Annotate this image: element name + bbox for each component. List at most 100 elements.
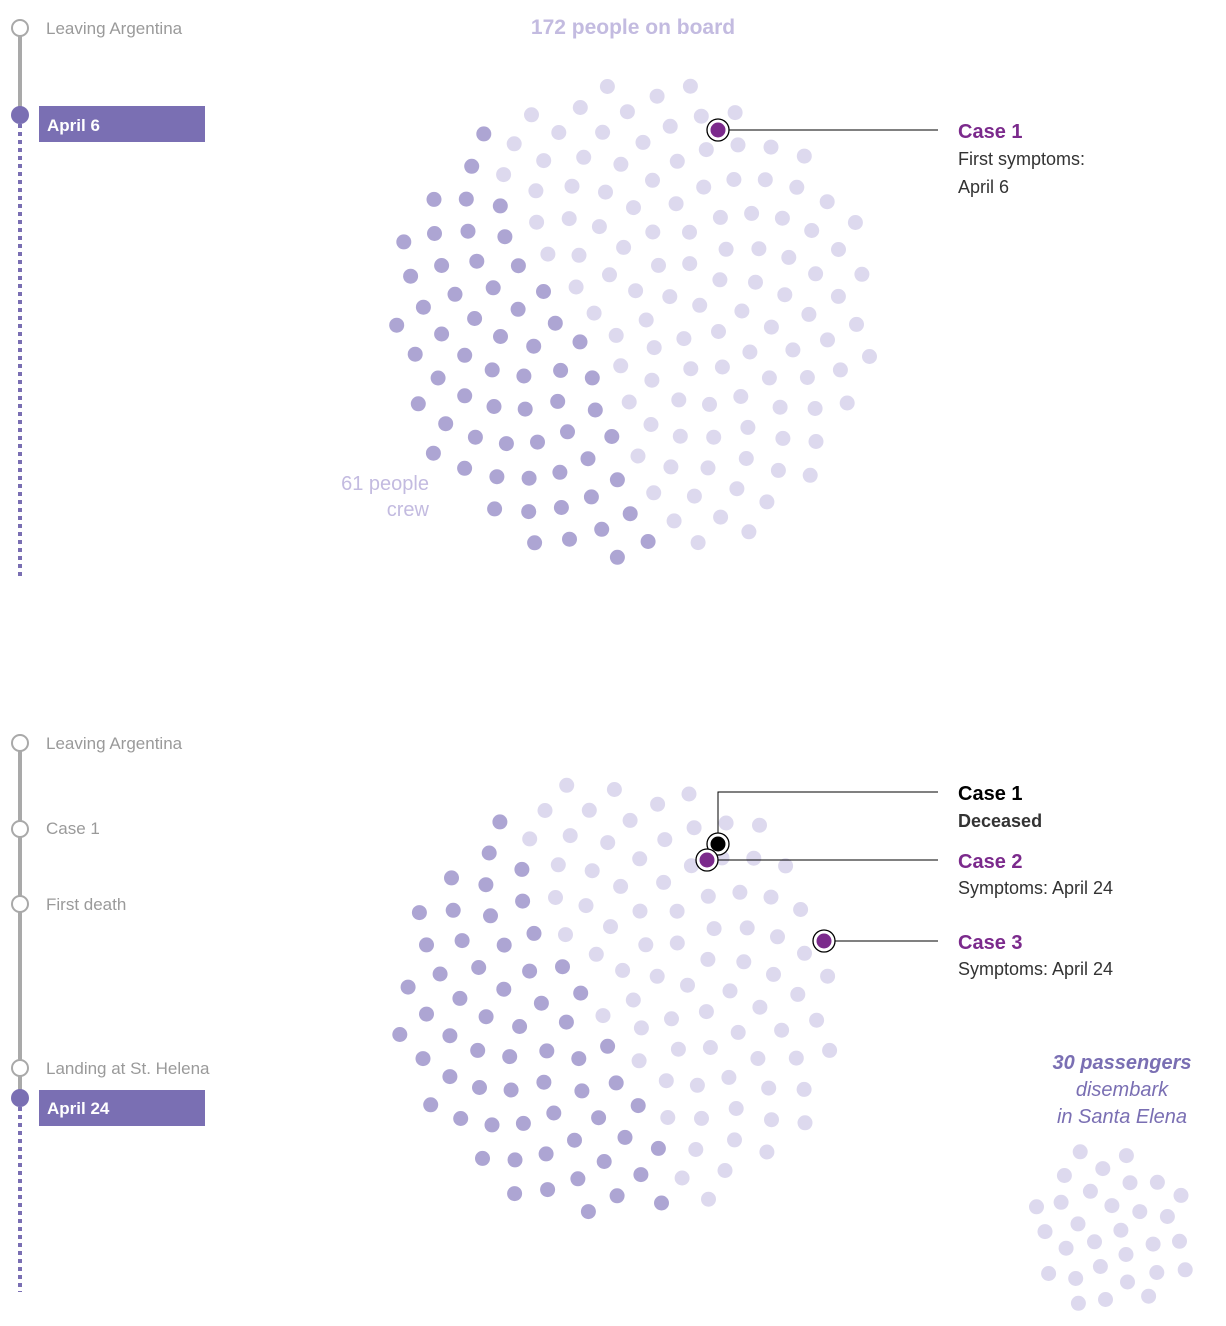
passenger-dot [522,831,538,847]
passenger-dot [808,434,824,449]
disembarked-passenger-dot [1132,1204,1148,1220]
passenger-dot [606,782,622,797]
passenger-dot [759,1144,775,1160]
passenger-dot [698,142,714,158]
passenger-dot [649,88,665,104]
passenger-dot [808,266,824,282]
crew-dot [516,368,532,384]
passenger-dot [796,1081,812,1097]
disembark-label-line1: 30 passengers [1053,1052,1192,1074]
passenger-dot [831,242,846,257]
passenger-dot [613,156,629,172]
disembarked-passenger-dot [1041,1266,1057,1281]
passenger-dot [689,1077,705,1093]
passenger-dot [736,954,752,970]
crew-dot [464,158,480,174]
passenger-dot [726,172,742,187]
passenger-dot [681,786,697,802]
crew-dot [457,460,473,476]
crew-dot [396,234,412,250]
crew-dot [587,402,603,418]
passenger-dot [742,344,758,360]
timeline-node-leaving [11,19,29,37]
passenger-dot [764,1112,779,1128]
disembark-label-line3: in Santa Elena [1057,1106,1187,1128]
passenger-dot [616,239,632,255]
crew-dot [475,1150,490,1166]
crew-dot [573,985,589,1001]
passenger-dot [551,125,567,140]
crew-dot [507,1186,523,1202]
crew-dot [591,1110,607,1126]
passenger-dot [646,340,662,356]
disembarked-passenger-dot [1058,1240,1074,1256]
crew-dot [522,963,538,979]
passenger-dot [727,105,743,121]
crew-dot [485,280,501,296]
crew-dot [444,870,459,886]
case-2-marker: Case 2 Symptoms: April 24 [695,848,1113,898]
case-1-deceased-marker: Case 1 Deceased [706,783,1042,856]
crew-dot [527,535,543,551]
crew-dot [493,329,508,344]
passenger-dot [712,209,728,225]
passenger-dot [701,1191,716,1207]
passenger-dot [626,200,641,216]
passenger-dot [608,327,624,343]
disembarked-passenger-dot [1070,1295,1086,1311]
passenger-dot [693,108,709,124]
passenger-dot [832,362,848,378]
crew-dot [442,1069,458,1085]
passenger-dot [682,224,697,240]
disembarked-passenger-dot [1118,1148,1134,1164]
passenger-dot [558,927,573,943]
passenger-dot [730,1024,746,1040]
passenger-dot [778,858,794,874]
crew-dot [540,1182,556,1198]
crew-dot [447,286,463,302]
timeline-label-landing: Landing at St. Helena [46,1059,210,1078]
case-3-title: Case 3 [958,932,1023,954]
passenger-dot [599,79,615,94]
crew-dot [515,1115,531,1131]
crew-dot [567,1132,582,1148]
case-1-date: April 6 [958,177,1009,197]
passenger-dot [738,451,754,466]
passenger-dot [804,223,820,238]
passenger-dot [670,1041,686,1057]
crew-dot [415,1051,431,1067]
timeline-label-first-death: First death [46,895,126,914]
passenger-dot [682,256,698,272]
passenger-dot [854,266,870,282]
passenger-dot [644,372,660,388]
crew-dot [432,966,448,982]
crew-dot [617,1129,633,1145]
crew-dot [553,362,569,378]
passenger-dot [807,401,823,416]
timeline-node-leaving [11,734,29,752]
passenger-dot [839,395,855,411]
passenger-dot [669,935,685,951]
passenger-dot [656,874,672,890]
case-1-symptoms: First symptoms: [958,149,1085,169]
disembarked-passenger-dot [1113,1222,1129,1238]
passenger-dot [674,1170,690,1186]
passenger-dot [763,889,779,905]
passenger-dot [796,148,812,164]
passenger-dot [746,850,762,866]
crew-dot [552,464,568,480]
crew-dot [492,814,508,830]
crew-dot [539,1043,555,1059]
passenger-dot [638,312,654,328]
passenger-dot [669,903,685,919]
disembarked-passenger-dot [1141,1288,1157,1304]
passenger-dot [781,249,797,265]
date-badge-label: April 6 [47,116,100,135]
passenger-dot [576,149,592,165]
timeline-label-leaving: Leaving Argentina [46,19,183,38]
disembarked-passenger-dot [1070,1216,1086,1232]
passenger-dot [584,863,600,879]
passenger-dot [628,283,644,299]
crew-dot [498,436,514,452]
passenger-dot [702,1040,718,1055]
